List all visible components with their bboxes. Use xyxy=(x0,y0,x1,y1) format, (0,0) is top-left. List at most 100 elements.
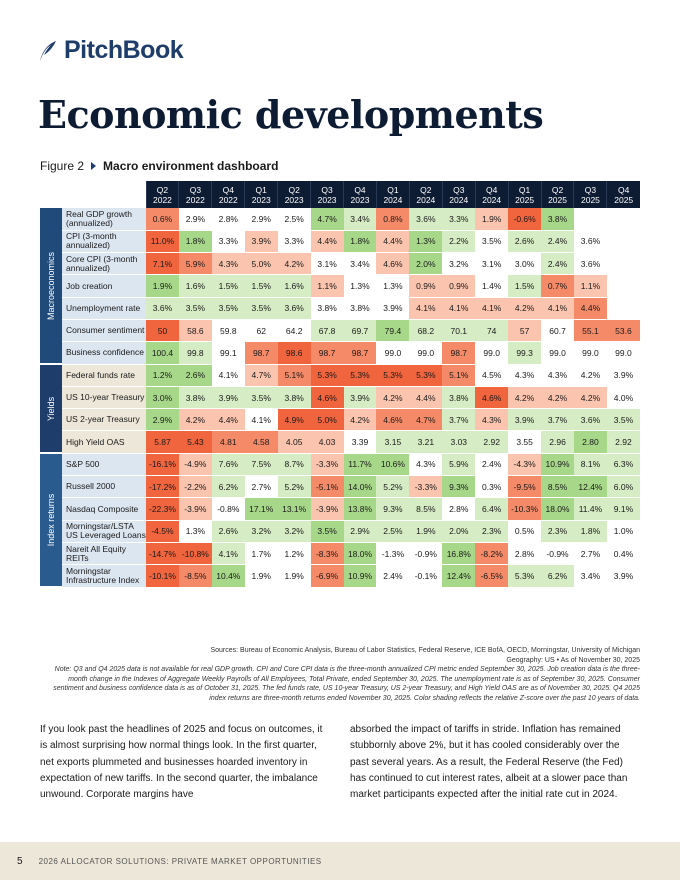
row-label: Morningstar Infrastructure Index xyxy=(62,564,146,588)
dashboard-body: Macroeconomics Real GDP growth (annualize… xyxy=(40,208,640,589)
data-cell: 4.2% xyxy=(573,364,607,387)
data-cell: 2.80 xyxy=(573,430,607,454)
data-cell: 3.9% xyxy=(508,408,542,432)
data-cell: 3.8% xyxy=(541,208,574,231)
data-cell xyxy=(606,274,640,298)
data-cell: 1.2% xyxy=(277,542,311,566)
column-header: Q1 2025 xyxy=(507,181,542,208)
column-quarter: Q4 xyxy=(222,184,234,195)
data-cell: 3.03 xyxy=(442,430,476,454)
data-cell: 2.92 xyxy=(606,430,640,454)
data-cell: -0.1% xyxy=(409,564,443,588)
data-cell: 1.6% xyxy=(178,274,212,298)
data-cell: 0.3% xyxy=(475,475,509,499)
data-cell: 2.9% xyxy=(146,408,179,432)
data-cell: 68.2 xyxy=(409,319,443,343)
column-header: Q2 2022 xyxy=(145,181,179,208)
data-cell: 3.8% xyxy=(442,386,476,410)
column-year: 2025 xyxy=(515,194,535,205)
data-cell: 98.7 xyxy=(310,341,344,365)
column-quarter: Q1 xyxy=(518,184,531,195)
data-cell: 2.4% xyxy=(541,230,574,254)
data-cell: 17.1% xyxy=(244,497,278,521)
data-cell: 3.39 xyxy=(343,430,377,454)
data-cell: 2.9% xyxy=(178,208,212,231)
data-cell: 12.4% xyxy=(442,564,476,588)
data-cell: 5.2% xyxy=(376,475,410,499)
data-cell: 1.9% xyxy=(146,274,179,298)
data-cell: 3.5% xyxy=(178,297,212,320)
footer-title: 2026 ALLOCATOR SOLUTIONS: PRIVATE MARKET… xyxy=(38,856,322,866)
row-label: Russell 2000 xyxy=(62,475,146,499)
data-cell: 12.4% xyxy=(573,475,607,499)
group-name: Index returns xyxy=(46,493,56,547)
column-year: 2023 xyxy=(317,194,337,205)
row-label: Job creation xyxy=(62,274,146,298)
data-cell: 4.03 xyxy=(310,430,344,454)
column-header: Q3 2024 xyxy=(441,181,476,208)
data-cell xyxy=(606,208,640,231)
data-cell: 99.3 xyxy=(508,341,542,365)
data-cell: 3.5% xyxy=(211,297,245,320)
pitchbook-logo[interactable]: PitchBook xyxy=(36,36,184,65)
column-quarter: Q2 xyxy=(551,184,564,195)
row-label: Nareit All Equity REITs xyxy=(62,542,146,566)
data-cell: 5.0% xyxy=(244,252,278,276)
data-cell: -3.9% xyxy=(178,497,212,521)
data-cell: 3.9% xyxy=(343,386,377,410)
table-row: CPI (3-month annualized) 11.0% 1.8% 3.3% 3.9… xyxy=(40,230,640,254)
column-year: 2022 xyxy=(185,194,205,205)
column-header: Q4 2022 xyxy=(211,181,245,208)
table-row: Morningstar/LSTA US Leveraged Loans -4.5%… xyxy=(40,520,640,543)
data-cell: 4.2% xyxy=(541,386,574,410)
data-cell: -0.9% xyxy=(409,542,443,566)
column-header: Q2 2023 xyxy=(277,181,311,208)
notes-text: Note: Q3 and Q4 2025 data is not availab… xyxy=(53,666,640,702)
column-quarter: Q3 xyxy=(584,184,597,195)
data-cell: 16.8% xyxy=(442,542,476,566)
data-cell: 7.1% xyxy=(146,252,179,276)
data-cell: 99.0 xyxy=(475,341,509,365)
data-cell: 2.0% xyxy=(409,252,443,276)
data-cell: 4.2% xyxy=(343,408,377,432)
data-cell: 3.1% xyxy=(475,252,509,276)
data-cell: 4.2% xyxy=(508,386,542,410)
table-row: US 2-year Treasury 2.9% 4.2% 4.4% 4.1% 4.9% 5.… xyxy=(40,408,640,432)
table-row: Russell 2000 -17.2% -2.2% 6.2% 2.7% 5.2% -5.1%… xyxy=(40,475,640,499)
data-cell: 3.6% xyxy=(573,230,607,254)
data-cell: 9.3% xyxy=(442,475,476,499)
table-row: Index returns S&P 500 -16.1% -4.9% 7.6% 7.5% 8… xyxy=(40,453,640,589)
row-label: Business confidence xyxy=(62,341,146,365)
data-cell: 2.3% xyxy=(475,520,509,543)
data-cell: 79.4 xyxy=(376,319,410,343)
data-cell: 0.7% xyxy=(541,274,574,298)
data-cell: 4.4% xyxy=(211,408,245,432)
column-quarter: Q1 xyxy=(255,184,267,195)
data-cell: 2.92 xyxy=(475,430,509,454)
data-cell: 98.7 xyxy=(442,341,476,365)
data-cell: 4.2% xyxy=(178,408,212,432)
data-cell: 4.3% xyxy=(211,252,245,276)
data-cell: 10.4% xyxy=(211,564,245,588)
data-cell: 3.8% xyxy=(178,386,212,410)
data-cell: 1.5% xyxy=(211,274,245,298)
data-cell: 11.4% xyxy=(573,497,607,521)
column-year: 2024 xyxy=(416,194,436,205)
data-cell: 8.7% xyxy=(277,453,311,477)
data-cell: 3.8% xyxy=(277,386,311,410)
column-year: 2025 xyxy=(580,194,600,205)
column-header: Q3 2022 xyxy=(178,181,212,208)
column-header: Q1 2024 xyxy=(375,181,410,208)
data-cell: 0.9% xyxy=(442,274,476,298)
data-cell: 4.2% xyxy=(508,297,542,320)
column-quarter: Q2 xyxy=(288,184,300,195)
data-cell: -2.2% xyxy=(178,475,212,499)
data-cell: 11.0% xyxy=(146,230,179,254)
group-label-macro: Macroeconomics xyxy=(40,208,62,366)
row-label: US 2-year Treasury xyxy=(62,408,146,432)
column-quarter: Q4 xyxy=(618,184,630,195)
data-cell: -10.3% xyxy=(508,497,542,521)
data-cell: -22.3% xyxy=(146,497,179,521)
data-cell: -4.9% xyxy=(178,453,212,477)
data-cell xyxy=(606,252,640,276)
